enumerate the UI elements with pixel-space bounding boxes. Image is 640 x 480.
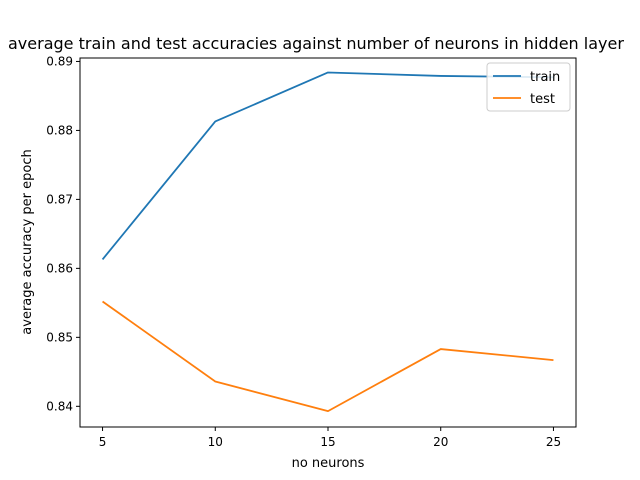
x-tick-label: 15 (320, 435, 335, 449)
y-tick-label: 0.89 (46, 54, 73, 68)
y-tick-label: 0.84 (46, 399, 73, 413)
y-tick-label: 0.88 (46, 123, 73, 137)
y-tick-label: 0.85 (46, 330, 73, 344)
y-axis: 0.84 0.85 0.86 0.87 0.88 0.89 (46, 54, 80, 413)
legend-label-test: test (530, 92, 555, 107)
series-line-train (101, 71, 554, 260)
chart-title: average train and test accuracies agains… (8, 34, 624, 53)
x-tick-label: 5 (99, 435, 107, 449)
legend-label-train: train (530, 70, 560, 85)
legend: train test (486, 62, 571, 112)
series-line-test (102, 300, 554, 413)
legend-box (486, 62, 571, 112)
x-axis-label: no neurons (292, 456, 365, 471)
x-tick-label: 25 (546, 435, 561, 449)
y-tick-label: 0.86 (46, 261, 73, 275)
y-tick-label: 0.87 (46, 192, 73, 206)
y-axis-label: average accuracy per epoch (20, 149, 35, 334)
x-tick-label: 10 (208, 435, 223, 449)
title-clip: average train and test accuracies agains… (0, 0, 640, 58)
x-axis: 5 10 15 20 25 (99, 427, 561, 449)
x-tick-label: 20 (433, 435, 448, 449)
